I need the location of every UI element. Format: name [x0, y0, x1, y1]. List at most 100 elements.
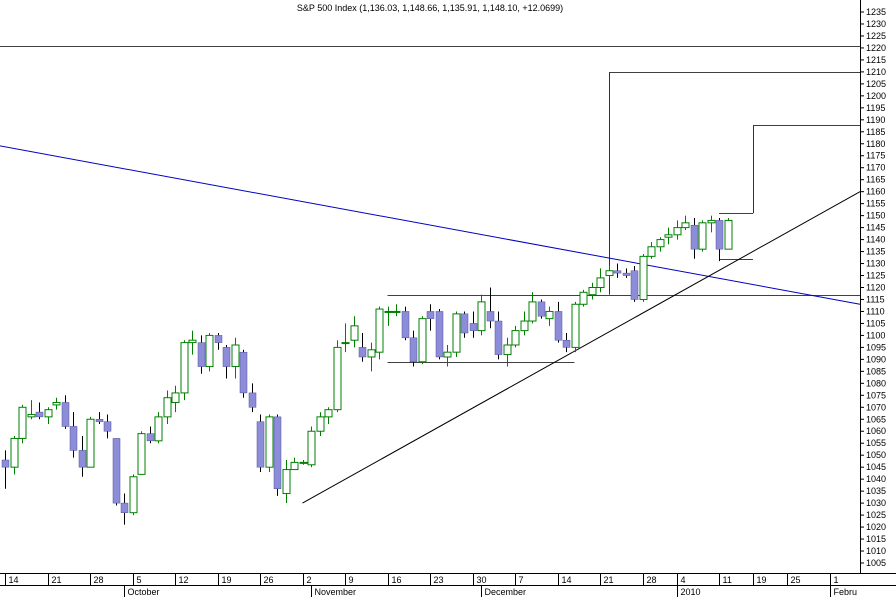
- candle: [469, 311, 478, 338]
- candle-body: [282, 469, 291, 495]
- candle-body: [664, 234, 673, 238]
- candle: [690, 218, 699, 259]
- candle: [554, 301, 563, 343]
- candle-body: [401, 311, 410, 339]
- candle: [61, 395, 70, 429]
- candle: [86, 416, 95, 468]
- x-tick-label: 28: [94, 575, 104, 585]
- candle-body: [656, 239, 665, 248]
- y-tick-label: 1135: [866, 247, 885, 257]
- y-tick-label: 1165: [866, 175, 885, 185]
- y-tick-label: 1040: [866, 474, 886, 484]
- candle-body: [520, 320, 529, 332]
- candle: [146, 426, 155, 444]
- candle: [358, 333, 367, 362]
- candle-body: [265, 416, 274, 468]
- candle: [537, 299, 546, 319]
- candle-body: [418, 318, 427, 363]
- candle: [452, 311, 461, 357]
- candle: [460, 311, 469, 338]
- candle: [222, 344, 231, 379]
- candle: [27, 400, 36, 420]
- candle-body: [95, 419, 104, 422]
- candle-body: [673, 227, 682, 236]
- x-tick-label: 1: [834, 575, 839, 585]
- candle: [120, 493, 129, 525]
- candle: [154, 412, 163, 444]
- candle: [511, 325, 520, 348]
- candle: [197, 335, 206, 374]
- x-tick-label: 19: [757, 575, 767, 585]
- candle-body: [698, 222, 707, 250]
- candle-body: [61, 402, 70, 427]
- x-tick-label: 30: [477, 575, 487, 585]
- candle: [324, 407, 333, 425]
- candle: [528, 292, 537, 324]
- candle: [69, 412, 78, 458]
- candle-body: [409, 337, 418, 363]
- candle: [443, 344, 452, 367]
- x-tick-label: 23: [434, 575, 444, 585]
- y-tick-label: 1175: [866, 151, 885, 161]
- candle: [673, 220, 682, 240]
- y-tick-label: 1065: [866, 414, 886, 424]
- x-tick-label: 12: [179, 575, 189, 585]
- month-label: Febru: [834, 587, 858, 597]
- y-tick-label: 1070: [866, 402, 886, 412]
- candle-body: [579, 291, 588, 305]
- candle: [622, 268, 631, 278]
- candle: [188, 330, 197, 355]
- x-tick-label: 25: [791, 575, 801, 585]
- candle: [35, 402, 44, 420]
- candle-body: [435, 311, 444, 358]
- candle-body: [486, 311, 495, 322]
- candle: [724, 218, 733, 250]
- candles: [1, 215, 733, 525]
- candle-body: [44, 409, 53, 418]
- candle: [579, 289, 588, 307]
- y-tick-label: 1050: [866, 450, 886, 460]
- candle: [78, 436, 87, 477]
- candle-body: [562, 339, 571, 348]
- candle-body: [316, 416, 325, 432]
- candle: [486, 287, 495, 329]
- candle-body: [18, 406, 27, 439]
- candle-body: [375, 308, 384, 353]
- x-tick-label: 26: [264, 575, 274, 585]
- candle-body: [256, 421, 265, 468]
- candle-body: [333, 346, 342, 411]
- candle: [494, 311, 503, 360]
- y-tick-label: 1075: [866, 390, 886, 400]
- y-tick-label: 1215: [866, 55, 886, 65]
- candle-body: [537, 301, 546, 317]
- candle: [239, 349, 248, 398]
- y-tick-label: 1235: [866, 7, 886, 17]
- candle-body: [367, 349, 376, 358]
- candle-body: [180, 342, 189, 394]
- y-tick-label: 1170: [866, 163, 885, 173]
- candle: [520, 311, 529, 336]
- candle: [596, 268, 605, 293]
- candle-body: [528, 301, 537, 322]
- candle-body: [146, 433, 155, 442]
- candle: [163, 390, 172, 425]
- candle: [214, 333, 223, 350]
- candle: [248, 383, 257, 413]
- x-tick-label: 19: [222, 575, 232, 585]
- candle: [392, 304, 401, 317]
- candle: [10, 436, 19, 475]
- month-label: December: [485, 587, 527, 597]
- candle: [171, 385, 180, 413]
- candle-body: [545, 310, 554, 320]
- candle-body: [197, 342, 206, 367]
- y-tick-label: 1020: [866, 522, 886, 532]
- candle-body: [443, 351, 452, 358]
- y-tick-label: 1210: [866, 67, 886, 77]
- y-tick-label: 1005: [866, 558, 886, 568]
- y-tick-label: 1200: [866, 91, 886, 101]
- x-tick-label: 28: [647, 575, 657, 585]
- candle-body: [571, 303, 580, 348]
- x-tick-label: 16: [392, 575, 402, 585]
